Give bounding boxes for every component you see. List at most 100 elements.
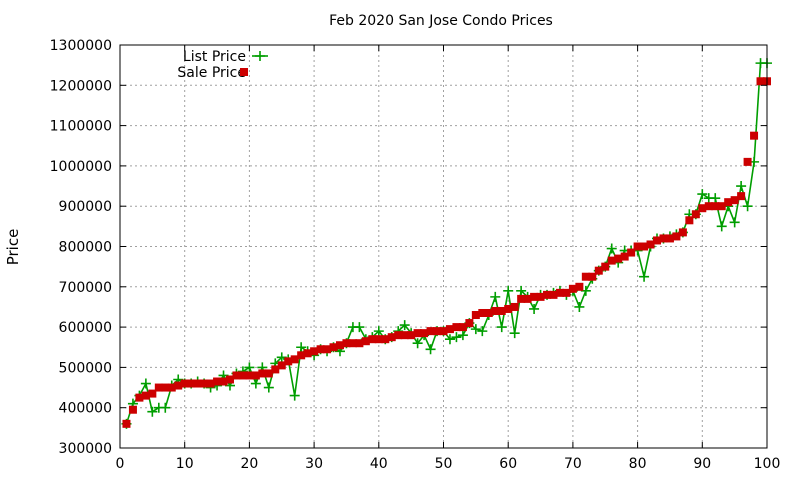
list-price-point — [529, 303, 540, 314]
sale-price-point — [316, 345, 325, 354]
list-price-point — [457, 330, 468, 341]
sale-price-point — [646, 240, 655, 249]
sale-price-point — [329, 343, 338, 352]
sale-price-point — [465, 319, 474, 328]
list-price-point — [742, 201, 753, 212]
sale-price-point — [685, 216, 694, 225]
sale-price-point — [678, 228, 687, 237]
y-tick-label: 800000 — [59, 240, 112, 256]
sale-price-point — [251, 371, 260, 380]
list-price-point — [477, 326, 488, 337]
sale-price-point — [543, 290, 552, 299]
x-tick-label: 60 — [499, 456, 517, 472]
sale-price-series — [122, 77, 771, 428]
sale-price-point — [743, 157, 752, 166]
y-tick-label: 900000 — [59, 199, 112, 215]
sale-price-point — [141, 391, 150, 400]
list-price-point — [710, 193, 721, 204]
list-price-point — [503, 285, 514, 296]
list-price-point — [574, 301, 585, 312]
sale-price-point — [562, 288, 571, 297]
sale-price-point — [575, 282, 584, 291]
y-tick-label: 300000 — [59, 441, 112, 457]
list-price-point — [697, 189, 708, 200]
sale-price-point — [594, 266, 603, 275]
sale-price-point — [504, 304, 513, 313]
sale-price-point — [368, 335, 377, 344]
sale-price-point — [154, 383, 163, 392]
sale-price-point — [750, 131, 759, 140]
sale-price-point — [323, 345, 332, 354]
x-tick-label: 30 — [305, 456, 323, 472]
sale-price-point — [555, 288, 564, 297]
sale-price-point — [536, 292, 545, 301]
sale-price-point — [374, 335, 383, 344]
x-tick-label: 70 — [564, 456, 582, 472]
sale-price-point — [607, 256, 616, 265]
list-price-point — [716, 221, 727, 232]
sale-price-point — [174, 381, 183, 390]
sale-price-point — [258, 369, 267, 378]
sale-price-point — [458, 323, 467, 332]
list-price-point — [606, 243, 617, 254]
y-tick-label: 700000 — [59, 280, 112, 296]
sale-price-point — [381, 335, 390, 344]
y-tick-label: 400000 — [59, 401, 112, 417]
sale-price-point — [387, 333, 396, 342]
legend-label-list-price: List Price — [183, 49, 246, 65]
sale-price-point — [187, 379, 196, 388]
sale-price-point — [517, 294, 526, 303]
x-tick-label: 50 — [435, 456, 453, 472]
sale-price-point — [672, 232, 681, 241]
sale-price-point — [348, 339, 357, 348]
x-tick-label: 40 — [370, 456, 388, 472]
y-axis-label: Price — [4, 229, 22, 266]
list-price-point — [580, 285, 591, 296]
list-price-point — [425, 344, 436, 355]
sale-price-point — [711, 202, 720, 211]
sale-price-point — [394, 331, 403, 340]
sale-price-point — [549, 290, 558, 299]
sale-price-point — [161, 383, 170, 392]
sale-price-point — [581, 272, 590, 281]
sale-price-point — [193, 379, 202, 388]
list-price-point — [516, 285, 527, 296]
legend-marker-list-price — [255, 51, 265, 61]
sale-price-point — [122, 419, 131, 428]
x-tick-label: 80 — [629, 456, 647, 472]
sale-price-point — [128, 405, 137, 414]
y-tick-label: 1100000 — [50, 119, 112, 135]
list-price-point — [729, 217, 740, 228]
list-price-point — [509, 328, 520, 339]
list-price-point — [354, 322, 365, 333]
list-price-point — [289, 390, 300, 401]
sale-price-point — [148, 389, 157, 398]
sale-price-point — [717, 202, 726, 211]
sale-price-point — [627, 248, 636, 257]
sale-price-point — [426, 327, 435, 336]
sale-price-point — [355, 339, 364, 348]
sale-price-point — [200, 379, 209, 388]
sale-price-point — [232, 371, 241, 380]
sale-price-point — [691, 210, 700, 219]
sale-price-point — [724, 198, 733, 207]
sale-price-point — [478, 308, 487, 317]
sale-price-point — [665, 234, 674, 243]
sale-price-point — [277, 361, 286, 370]
legend-label-sale-price: Sale Price — [177, 65, 246, 81]
chart-title: Feb 2020 San Jose Condo Prices — [329, 13, 553, 29]
sale-price-point — [400, 331, 409, 340]
sale-price-point — [620, 252, 629, 261]
sale-price-point — [206, 379, 215, 388]
x-tick-label: 20 — [240, 456, 258, 472]
sale-price-point — [342, 339, 351, 348]
ticks — [119, 44, 768, 449]
sale-price-point — [640, 242, 649, 251]
sale-price-point — [284, 357, 293, 366]
list-price-point — [412, 338, 423, 349]
list-price-point — [276, 352, 287, 363]
sale-price-point — [601, 262, 610, 271]
sale-price-point — [698, 204, 707, 213]
